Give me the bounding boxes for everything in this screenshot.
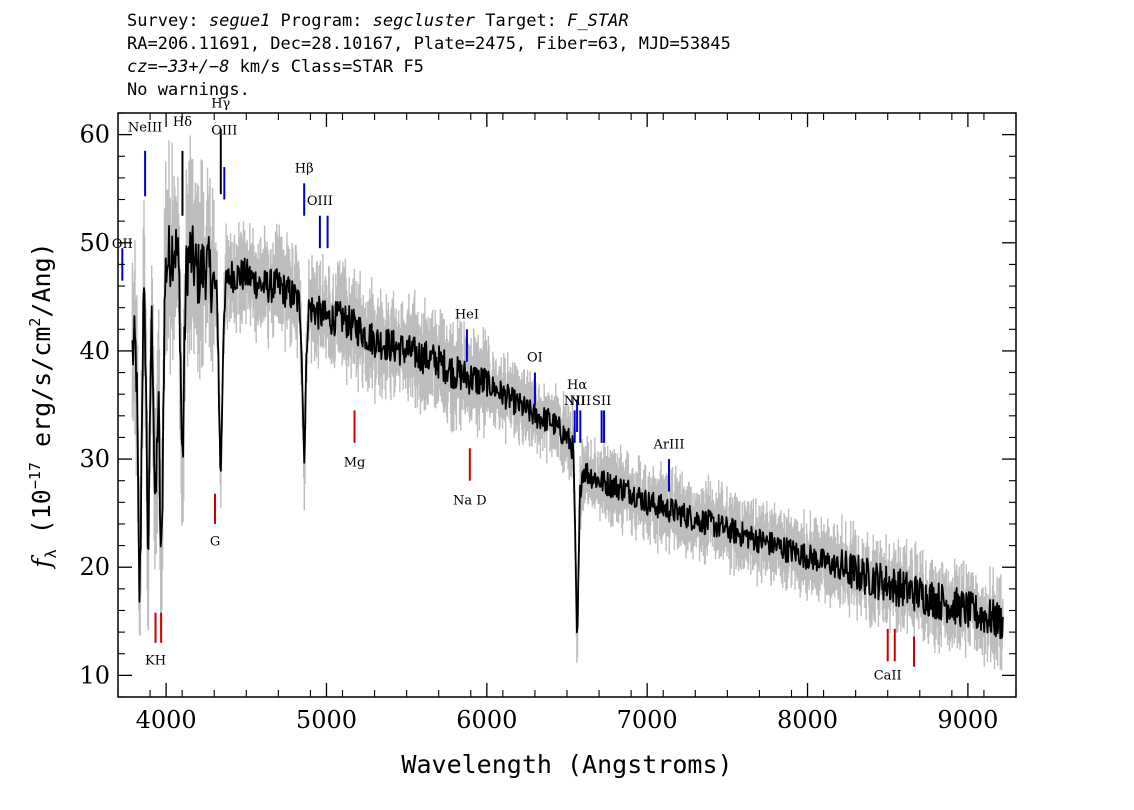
line-label-16: KH <box>145 654 166 669</box>
program-value: segcluster <box>372 11 476 31</box>
y-tick-label: 40 <box>79 337 110 365</box>
x-axis-title: Wavelength (Angstroms) <box>401 750 732 779</box>
line-label-8: HeI <box>455 307 479 322</box>
line-label-15: ArIII <box>652 437 684 452</box>
line-label-10: NII <box>564 394 586 409</box>
line-label-20: Na D <box>453 493 487 508</box>
line-label-21: CaII <box>874 669 902 684</box>
class-value: km/s Class=STAR F5 <box>229 57 424 77</box>
y-axis-title: fλ (10−17 erg/s/cm2/Ang) <box>26 242 60 569</box>
program-key: Program: <box>270 11 373 31</box>
y-tick-label: 10 <box>79 661 110 689</box>
header-line-survey: Survey: segue1 Program: segcluster Targe… <box>127 10 731 33</box>
line-label-9: OI <box>527 351 543 366</box>
line-label-4: OIII <box>211 124 237 139</box>
line-label-0: OII <box>112 237 133 252</box>
x-tick-label: 8000 <box>777 706 838 734</box>
y-tick-label: 20 <box>79 553 110 581</box>
line-label-1: NeIII <box>128 120 162 135</box>
x-tick-label: 6000 <box>456 706 517 734</box>
line-label-3: Hγ <box>211 97 230 112</box>
line-label-18: G <box>210 535 220 550</box>
x-tick-label: 5000 <box>296 706 357 734</box>
axis-ticks: 4000 5000 6000 7000 8000 9000 10 20 30 40 50 60 <box>79 112 1017 734</box>
flux-line <box>131 225 1004 640</box>
line-label-11: Hα <box>567 378 587 393</box>
y-tick-label: 30 <box>79 445 110 473</box>
line-label-13: SII <box>592 394 611 409</box>
x-tick-label: 7000 <box>617 706 678 734</box>
y-tick-label: 60 <box>79 121 110 149</box>
line-label-2: Hδ <box>173 115 192 130</box>
line-label-5: Hβ <box>295 161 314 176</box>
line-label-6: OIII <box>307 194 333 209</box>
survey-key: Survey: <box>127 11 209 31</box>
target-value: F_STAR <box>567 11 629 31</box>
cz-value: cz=−33+/−8 <box>127 57 230 77</box>
header-line-coordinates: RA=206.11691, Dec=28.10167, Plate=2475, … <box>127 34 731 54</box>
survey-value: segue1 <box>208 11 271 31</box>
x-tick-label: 9000 <box>937 706 998 734</box>
x-tick-label: 4000 <box>136 706 197 734</box>
flux-series <box>131 225 1004 640</box>
target-key: Target: <box>475 11 568 31</box>
header-line-redshift: cz=−33+/−8 km/s Class=STAR F5 <box>127 56 731 79</box>
line-label-12: NII <box>569 394 591 409</box>
header-line-warnings: No warnings. <box>127 80 250 100</box>
spectrum-header: Survey: segue1 Program: segcluster Targe… <box>127 10 731 102</box>
y-tick-label: 50 <box>79 229 110 257</box>
line-label-19: Mg <box>344 456 366 471</box>
